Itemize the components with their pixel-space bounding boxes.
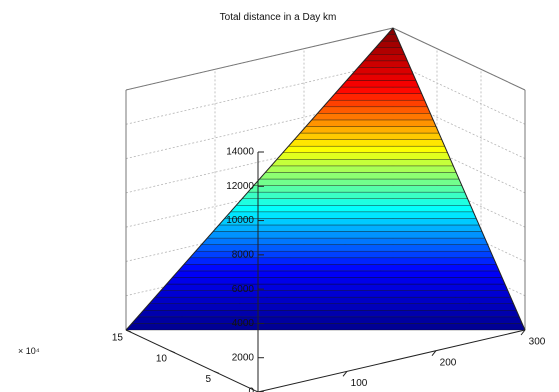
z-axis-tick-label: 0 [248,387,254,392]
surface-strip [322,100,428,107]
surface-strip [317,106,431,114]
surface-strip [148,296,514,304]
surface-strip [125,323,526,331]
z-axis-tick-label: 14000 [226,147,254,158]
surface-strip [131,316,523,324]
y-axis-line [125,329,259,392]
surface-strip [288,139,445,147]
x-axis-tick-label: 300 [529,337,546,348]
surface-strip [160,283,509,291]
x-axis-tick [520,329,526,336]
x-axis-tick [431,350,437,356]
surface-strip [143,303,517,311]
surface-strip [253,178,463,186]
right-top-edge [392,27,526,91]
axis-layer: 0 2000 4000 6000 8000 10000 12000 14000 5 10 15 100… [112,27,546,392]
surface-strip [282,145,448,153]
surface-strip [154,290,511,298]
y-axis-tick [125,329,132,333]
surface-strip [357,60,411,68]
surface-strip [247,185,466,193]
surface-strip [270,159,454,167]
surface-strip [166,277,506,285]
y-axis-tick-label: 10 [156,353,168,364]
surface-strip [230,205,474,213]
surface-strip [276,152,451,160]
surface-strip [340,80,420,88]
z-axis-tick-label: 10000 [226,215,254,226]
z-axis-tick-label: 12000 [226,181,254,192]
x-axis-line [257,329,526,392]
surface-strip [172,270,503,278]
y-axis-tick [213,370,220,374]
back-top-edge [125,27,394,91]
surface-top-right-edge [392,27,526,331]
surface-strip [299,126,440,134]
surface-strip [264,165,457,173]
z-axis-tick-label: 4000 [232,318,255,329]
surface-strip [201,237,488,245]
surface-strip [375,40,402,48]
z-side-gridline [392,61,526,125]
surface-strip [351,67,414,75]
surface-strip [235,198,471,206]
surface-strip [328,93,425,101]
z-axis-tick-label: 2000 [232,352,255,363]
surface-strip [346,73,417,81]
surface-top-left-edge [125,27,394,331]
z-axis-tick-label: 6000 [232,284,255,295]
surface-strip [311,113,434,121]
y-axis-multiplier-label: × 10⁴ [18,346,40,356]
surface-strip [241,191,468,199]
x-axis-tick-label: 200 [440,357,457,368]
surface-strip [293,132,443,140]
surface-strip [305,119,437,127]
surface-strip [137,310,520,318]
surface-strip [224,211,477,219]
surface-strip [259,172,460,180]
x-axis-tick [342,371,348,377]
chart-title: Total distance in a Day km [220,12,337,23]
y-axis-tick-label: 15 [112,333,124,344]
z-back-gridline [125,61,394,125]
surface-strip [206,231,486,239]
y-axis-tick [169,350,176,354]
surface-strip [334,86,422,94]
surface-strip [177,264,500,272]
z-axis-tick-label: 8000 [232,249,255,260]
y-axis-tick-label: 5 [205,374,211,385]
surface-strip [363,54,408,62]
x-axis-tick-label: 100 [351,378,368,389]
